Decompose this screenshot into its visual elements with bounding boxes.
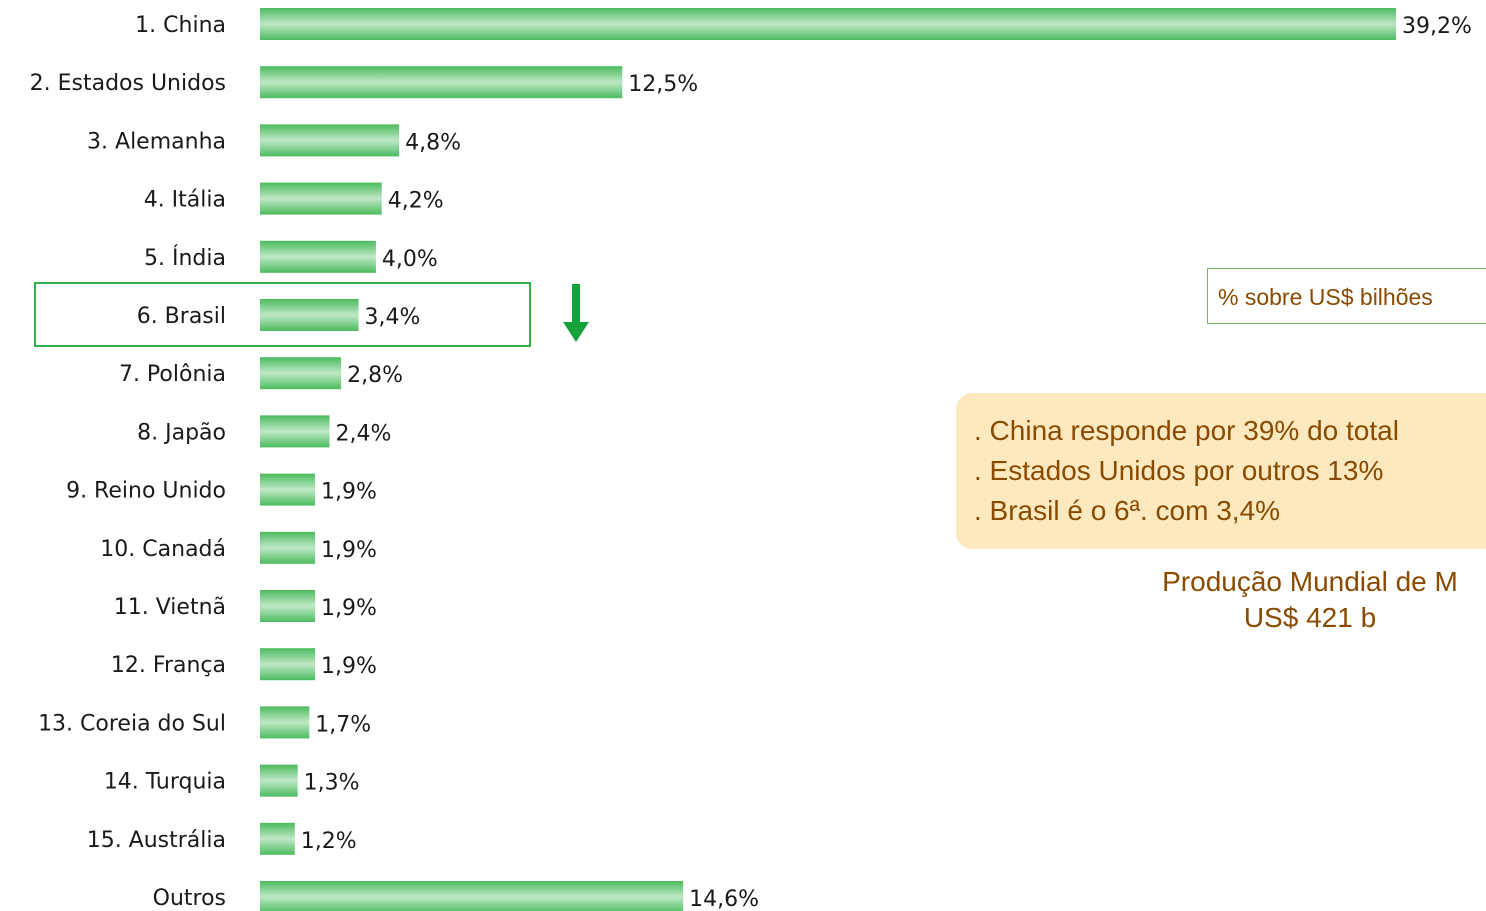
category-label-outros: Outros xyxy=(153,886,226,911)
category-label-alemanha: 3. Alemanha xyxy=(87,129,226,154)
down-arrow-icon xyxy=(572,284,580,324)
bar-brasil xyxy=(260,299,359,331)
value-label-brasil: 3,4% xyxy=(365,305,421,330)
bar-coreia-do-sul xyxy=(260,706,310,739)
note-line-brasil: . Brasil é o 6ª. com 3,4% xyxy=(974,495,1281,526)
bar-turquia xyxy=(260,764,298,797)
value-label-franca: 1,9% xyxy=(321,654,377,679)
category-label-canada: 10. Canadá xyxy=(100,537,226,562)
value-label-italia: 4,2% xyxy=(388,189,444,214)
category-label-italia: 4. Itália xyxy=(144,188,226,213)
bar-italia xyxy=(260,182,382,215)
category-label-reino-unido: 9. Reino Unido xyxy=(66,479,226,504)
category-label-brasil: 6. Brasil xyxy=(137,304,226,329)
legend-box: % sobre US$ bilhões xyxy=(1207,268,1486,324)
value-label-reino-unido: 1,9% xyxy=(321,480,377,505)
category-label-polonia: 7. Polônia xyxy=(119,362,226,387)
bar-canada xyxy=(260,531,316,564)
value-label-vietna: 1,9% xyxy=(321,596,377,621)
note-line-china: . China responde por 39% do total xyxy=(974,415,1399,446)
bar-india xyxy=(260,240,376,273)
bar-alemanha xyxy=(260,124,400,157)
bar-china xyxy=(260,8,1396,40)
bar-reino-unido xyxy=(260,473,316,506)
category-label-estados-unidos: 2. Estados Unidos xyxy=(30,71,226,96)
bar-japao xyxy=(260,415,330,448)
bar-franca xyxy=(260,648,316,681)
down-arrow-head-icon xyxy=(563,322,589,342)
summary-note: . China responde por 39% do total . Esta… xyxy=(956,393,1486,549)
value-label-china: 39,2% xyxy=(1402,14,1472,39)
category-label-vietna: 11. Vietnã xyxy=(114,595,226,620)
production-line-2: US$ 421 b xyxy=(1243,602,1377,633)
value-label-outros: 14,6% xyxy=(689,887,759,911)
category-label-coreia-do-sul: 13. Coreia do Sul xyxy=(38,711,226,736)
value-label-alemanha: 4,8% xyxy=(405,130,461,155)
bar-australia xyxy=(260,822,295,855)
bar-estados-unidos xyxy=(260,66,623,99)
value-label-australia: 1,2% xyxy=(301,829,357,854)
production-line-1: Produção Mundial de M xyxy=(1162,566,1458,597)
production-caption: Produção Mundial de M US$ 421 b xyxy=(1050,564,1486,636)
value-label-india: 4,0% xyxy=(382,247,438,272)
value-label-turquia: 1,3% xyxy=(304,771,360,796)
bar-vietna xyxy=(260,590,316,622)
bar-polonia xyxy=(260,357,342,390)
bar-outros xyxy=(260,881,684,911)
category-label-australia: 15. Austrália xyxy=(87,828,226,853)
value-label-estados-unidos: 12,5% xyxy=(628,72,698,97)
category-label-japao: 8. Japão xyxy=(137,420,226,445)
category-label-turquia: 14. Turquia xyxy=(104,770,226,795)
category-label-franca: 12. França xyxy=(111,653,226,678)
value-label-japao: 2,4% xyxy=(336,421,392,446)
legend-text: % sobre US$ bilhões xyxy=(1218,284,1433,310)
value-label-coreia-do-sul: 1,7% xyxy=(315,712,371,737)
value-label-polonia: 2,8% xyxy=(347,363,403,388)
value-label-canada: 1,9% xyxy=(321,538,377,563)
category-label-china: 1. China xyxy=(135,13,226,38)
highlight-box-brasil xyxy=(34,282,531,347)
note-line-usa: . Estados Unidos por outros 13% xyxy=(974,455,1384,486)
category-label-india: 5. Índia xyxy=(144,245,226,271)
